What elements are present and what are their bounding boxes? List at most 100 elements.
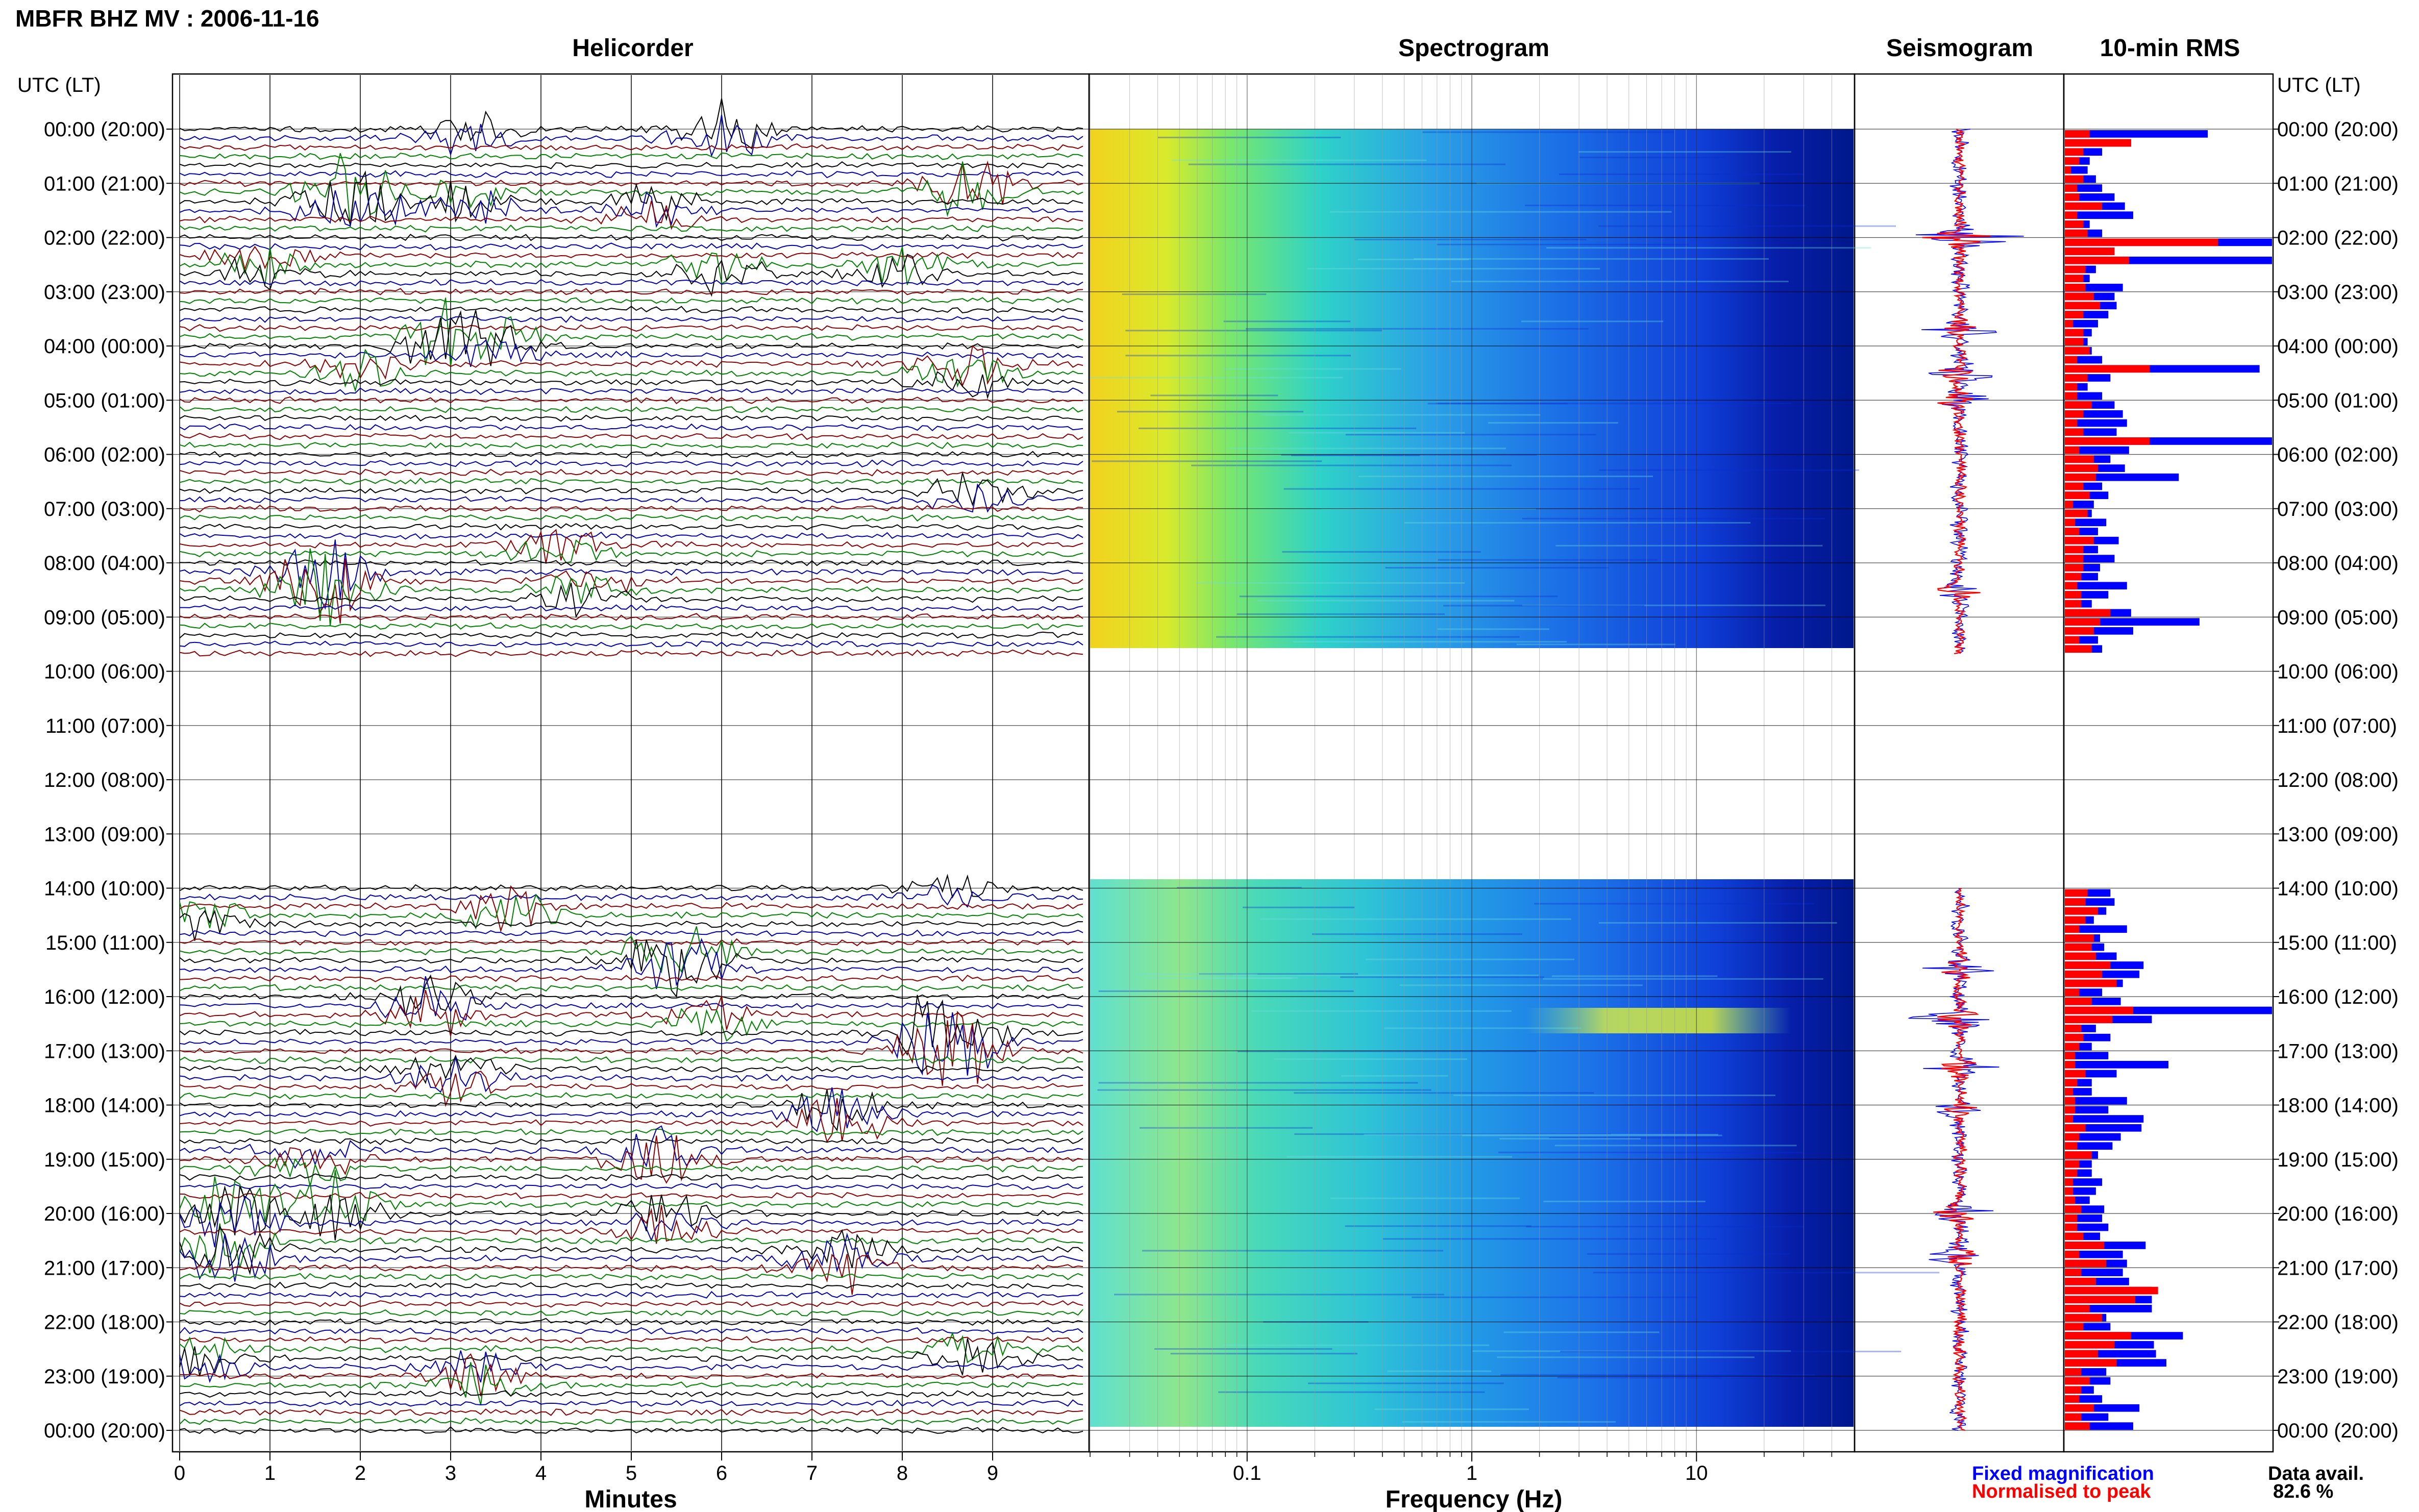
helicorder-trace (179, 396, 1083, 405)
rms-bar-normalised (2065, 1070, 2086, 1078)
time-tick-right: 17:00 (13:00) (2277, 1040, 2399, 1062)
helicorder-trace (179, 1281, 1083, 1290)
frequency-axis-title: Frequency (Hz) (1386, 1486, 1563, 1512)
spectrogram-streak (1422, 131, 1674, 133)
rms-bar-normalised (2065, 401, 2092, 409)
rms-bar-normalised (2065, 139, 2131, 147)
rms-bar-normalised (2065, 1025, 2082, 1032)
helicorder-trace (179, 1098, 1083, 1143)
rms-bar-normalised (2065, 329, 2084, 337)
helicorder-trace (179, 345, 1083, 387)
rms-bar-normalised (2065, 573, 2082, 581)
spectrogram-streak (1497, 1356, 1755, 1358)
seismogram-normalised (1922, 129, 1991, 1431)
helicorder-trace (179, 1318, 1083, 1326)
spectrogram-streak (1283, 488, 1640, 490)
time-tick-left: 02:00 (22:00) (44, 227, 165, 250)
spectrogram-streak (1257, 600, 1515, 602)
rms-bar-fixed (2065, 130, 2208, 138)
time-labels-right: 00:00 (20:00) 01:00 (21:00) 02:00 (22:00) 0… (2273, 118, 2399, 1442)
helicorder-trace (179, 1007, 1083, 1042)
time-tick-left: 10:00 (06:00) (44, 661, 165, 683)
spectrogram-streak (1092, 460, 1322, 462)
spectrogram-title: Spectrogram (1398, 35, 1549, 62)
helicorder-trace (179, 279, 1083, 287)
rms-title: 10-min RMS (2100, 35, 2240, 62)
time-tick-left: 20:00 (16:00) (44, 1203, 165, 1225)
time-tick-right: 12:00 (08:00) (2277, 769, 2399, 791)
rms-bar-normalised (2065, 211, 2078, 219)
helicorder-trace (179, 441, 1083, 449)
time-tick-right: 04:00 (00:00) (2277, 335, 2399, 358)
rms-bar-normalised (2065, 157, 2080, 165)
rms-bar-fixed (2065, 582, 2127, 590)
rms-bar-normalised (2065, 347, 2090, 355)
rms-bar-normalised (2065, 1250, 2080, 1258)
time-tick-left: 00:00 (20:00) (44, 118, 165, 141)
rms-bar-normalised (2065, 1368, 2082, 1376)
rms-bar-normalised (2065, 509, 2088, 517)
time-tick-right: 05:00 (01:00) (2277, 389, 2399, 412)
spectrogram-streak (1488, 422, 1618, 424)
helicorder-trace (179, 539, 1083, 564)
time-tick-left: 08:00 (04:00) (44, 552, 165, 575)
helicorder-trace (179, 1426, 1083, 1435)
time-axis-label-right: UTC (LT) (2277, 74, 2361, 96)
time-axis-label-left: UTC (LT) (17, 74, 101, 96)
helicorder-x-ticks: 0 1 2 3 4 5 6 7 8 9 (174, 1452, 998, 1484)
rms-bar-normalised (2065, 1259, 2107, 1268)
rms-bar-normalised (2065, 1223, 2078, 1231)
helicorder-trace (179, 324, 1083, 332)
spectrogram-streak (1500, 1374, 1815, 1376)
helicorder-trace (179, 1336, 1083, 1344)
rms-bar-fixed (2065, 1097, 2127, 1105)
rms-bar-normalised (2065, 528, 2080, 535)
helicorder-trace (179, 1173, 1083, 1181)
rms-bar-normalised (2065, 166, 2071, 174)
helicorder-trace (179, 1399, 1083, 1407)
helicorder-trace (179, 1331, 1083, 1364)
spectrogram-streak (1281, 454, 1537, 456)
time-tick-left: 22:00 (18:00) (44, 1311, 165, 1334)
helicorder-trace (179, 143, 1083, 151)
helicorder-trace (179, 1225, 1083, 1275)
rms-bar-normalised (2065, 275, 2084, 283)
helicorder-trace (179, 451, 1083, 458)
helicorder-trace (179, 153, 1083, 227)
spectrogram-streak (1598, 922, 1837, 924)
helicorder-trace (179, 371, 1083, 400)
rms-bar-normalised (2065, 555, 2084, 562)
helicorder-trace (179, 1309, 1083, 1317)
spectrogram-streak (1233, 974, 1539, 976)
rms-bar-normalised (2065, 979, 2117, 987)
spectrogram-streak (1598, 225, 1896, 227)
spectrogram-streak (1293, 641, 1567, 643)
helicorder-trace (179, 938, 1083, 947)
time-tick-right: 21:00 (17:00) (2277, 1257, 2399, 1279)
helicorder-trace (179, 201, 1083, 230)
rms-bar-normalised (2065, 1006, 2133, 1014)
helicorder-trace (179, 514, 1083, 522)
helicorder-trace (179, 531, 1083, 540)
helicorder-trace (179, 254, 1083, 297)
time-tick-left: 16:00 (12:00) (44, 986, 165, 1008)
helicorder-trace (179, 1223, 1083, 1274)
rms-bar-normalised (2065, 1142, 2078, 1150)
rms-bar-fixed (2065, 1052, 2109, 1059)
helicorder-trace (179, 1012, 1083, 1076)
helicorder-trace (179, 1092, 1083, 1100)
time-tick-right: 13:00 (09:00) (2277, 823, 2399, 846)
helicorder-trace (179, 622, 1083, 630)
spectrogram-streak (1402, 1421, 1616, 1423)
rms-bar-normalised (2065, 1043, 2080, 1051)
helicorder-trace (179, 246, 1083, 285)
rms-bar-normalised (2065, 175, 2084, 183)
rms-bar-normalised (2065, 582, 2078, 590)
time-tick-left: 03:00 (23:00) (44, 281, 165, 304)
spectrogram-streak (1503, 1331, 1660, 1333)
rms-bar-normalised (2065, 1160, 2080, 1168)
spectrogram-streak (1414, 258, 1769, 260)
helicorder-trace (179, 640, 1083, 648)
rms-bar-normalised (2065, 383, 2078, 391)
helicorder-trace (179, 939, 1083, 998)
